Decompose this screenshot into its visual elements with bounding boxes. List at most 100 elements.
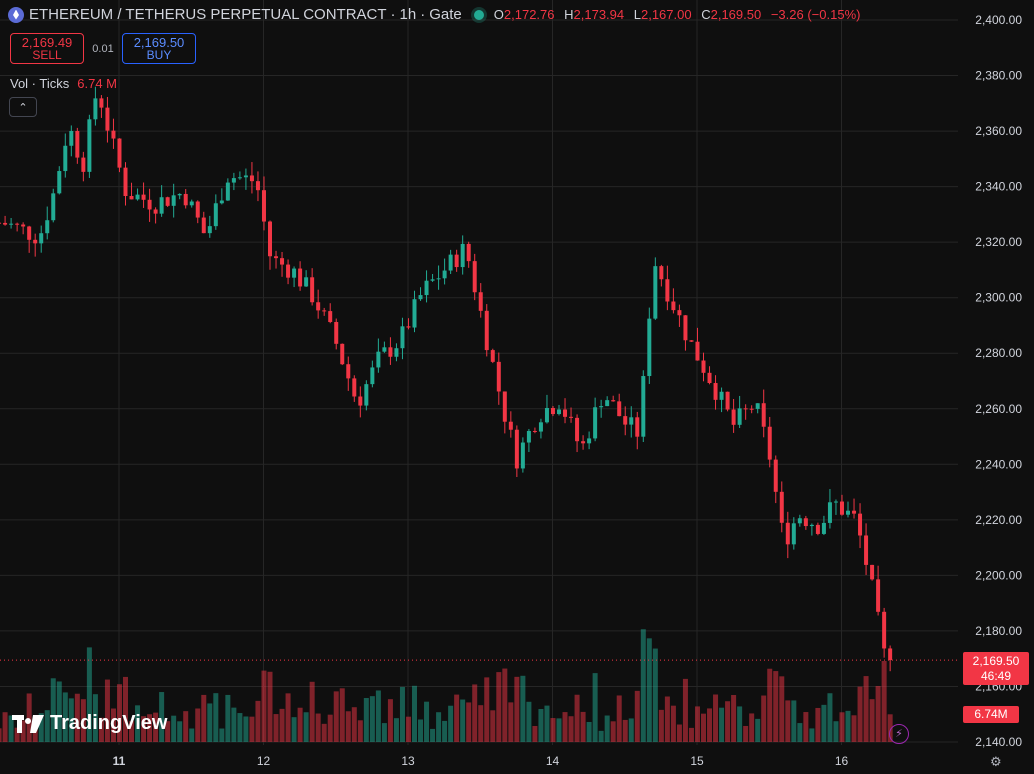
candle-body bbox=[147, 199, 152, 210]
ohlc-values: O2,172.76 H2,173.94 L2,167.00 C2,169.50 … bbox=[493, 7, 861, 22]
candle-body bbox=[436, 278, 441, 280]
candle-body bbox=[520, 442, 525, 469]
volume-bar bbox=[279, 708, 285, 742]
candle-body bbox=[183, 193, 188, 206]
candle-body bbox=[0, 222, 2, 224]
volume-bar bbox=[580, 711, 586, 742]
volume-bar bbox=[610, 721, 616, 742]
candle-body bbox=[593, 407, 598, 439]
candle-body bbox=[406, 326, 411, 328]
volume-bar bbox=[104, 679, 110, 742]
candle-body bbox=[400, 326, 405, 349]
volume-bar bbox=[436, 712, 442, 742]
symbol-legend[interactable]: ETHEREUM / TETHERUS PERPETUAL CONTRACT ·… bbox=[8, 6, 860, 23]
candle-body bbox=[370, 367, 375, 385]
candle-body bbox=[737, 408, 742, 425]
volume-bar bbox=[14, 727, 20, 742]
candle-body bbox=[346, 364, 351, 379]
tradingview-logo[interactable]: TradingView bbox=[12, 712, 167, 735]
price-tick-label: 2,220.00 bbox=[975, 513, 1022, 527]
volume-bar bbox=[779, 676, 785, 742]
candle-body bbox=[153, 209, 158, 214]
volume-bar bbox=[412, 685, 418, 742]
price-tick-label: 2,180.00 bbox=[975, 624, 1022, 638]
volume-bar bbox=[171, 715, 177, 742]
candle-body bbox=[695, 341, 700, 361]
candle-body bbox=[382, 347, 387, 352]
volume-bar bbox=[719, 707, 725, 742]
volume-bar bbox=[520, 675, 526, 742]
volume-bar bbox=[694, 706, 700, 742]
candle-body bbox=[63, 145, 68, 172]
time-axis: 11 12 13 14 15 16 bbox=[113, 754, 849, 768]
candle-body bbox=[587, 438, 592, 444]
volume-bar bbox=[652, 648, 658, 742]
candle-body bbox=[310, 277, 315, 303]
buy-button[interactable]: 2,169.50 BUY bbox=[122, 33, 196, 64]
volume-bar bbox=[562, 712, 568, 742]
candle-body bbox=[442, 270, 447, 279]
candle-body bbox=[412, 299, 417, 328]
candle-body bbox=[51, 193, 56, 221]
candle-body bbox=[833, 501, 838, 503]
candle-body bbox=[286, 264, 291, 278]
volume-bar bbox=[56, 681, 62, 742]
time-tick-label: 16 bbox=[835, 754, 849, 768]
candle-body bbox=[268, 221, 273, 257]
candle-body bbox=[538, 422, 543, 432]
trade-panel: 2,169.49 SELL 0.01 2,169.50 BUY bbox=[10, 33, 196, 64]
volume-bar bbox=[514, 676, 520, 742]
candle-body bbox=[677, 310, 682, 316]
volume-bar bbox=[502, 668, 508, 742]
volume-bar bbox=[26, 693, 32, 742]
volume-bar bbox=[213, 693, 219, 742]
candle-body bbox=[569, 416, 574, 418]
volume-bar bbox=[381, 723, 387, 742]
volume-bar bbox=[80, 699, 86, 742]
volume-bar bbox=[791, 700, 797, 742]
volume-bar bbox=[839, 712, 845, 742]
volume-bar bbox=[713, 694, 719, 742]
volume-bar bbox=[815, 707, 821, 742]
candle-body bbox=[719, 391, 724, 400]
candle-body bbox=[201, 217, 206, 234]
candle-body bbox=[629, 417, 634, 425]
candle-body bbox=[749, 408, 754, 410]
candle-body bbox=[876, 579, 881, 612]
candle-body bbox=[785, 522, 790, 545]
candle-body bbox=[713, 383, 718, 400]
collapse-chevron-icon[interactable]: ⌃ bbox=[9, 97, 37, 117]
volume-legend[interactable]: Vol · Ticks 6.74 M bbox=[10, 76, 117, 91]
volume-bar bbox=[303, 712, 309, 742]
candle-body bbox=[508, 421, 513, 430]
candle-body bbox=[659, 266, 664, 280]
candle-body bbox=[490, 350, 495, 362]
price-tick-label: 2,260.00 bbox=[975, 402, 1022, 416]
settings-gear-icon[interactable]: ⚙ bbox=[990, 754, 1002, 769]
candle-body bbox=[388, 347, 393, 357]
volume-bar bbox=[755, 718, 761, 742]
volume-bar bbox=[20, 720, 26, 742]
volume-bar bbox=[869, 699, 875, 742]
candle-body bbox=[177, 193, 182, 196]
volume-bar bbox=[670, 705, 676, 742]
volume-bar bbox=[556, 718, 562, 742]
volume-bar bbox=[273, 714, 279, 742]
volume-bar bbox=[159, 692, 165, 742]
volume-bar bbox=[664, 696, 670, 742]
volume-bar bbox=[183, 711, 189, 742]
volume-bar bbox=[442, 720, 448, 742]
candle-body bbox=[472, 261, 477, 293]
time-tick-label: 13 bbox=[401, 754, 415, 768]
volume-bar bbox=[478, 705, 484, 742]
volume-bar bbox=[749, 713, 755, 742]
volume-bar bbox=[743, 725, 749, 742]
volume-bar bbox=[797, 723, 803, 742]
sell-button[interactable]: 2,169.49 SELL bbox=[10, 33, 84, 64]
volume-bar bbox=[731, 695, 737, 742]
lightning-icon[interactable]: ⚡ bbox=[889, 724, 909, 744]
volume-bar bbox=[207, 703, 213, 742]
volume-bar bbox=[496, 672, 502, 742]
volume-bar bbox=[147, 714, 153, 742]
